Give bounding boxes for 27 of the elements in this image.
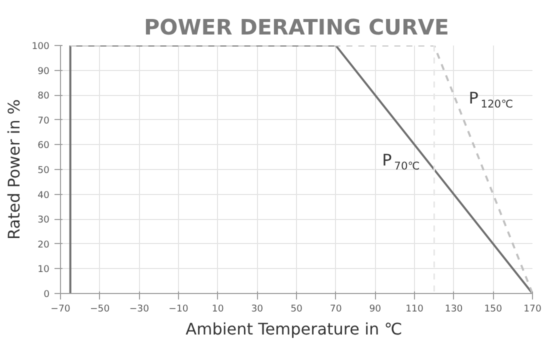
y-tick-label: 90 xyxy=(38,66,50,77)
x-tick-label: 90 xyxy=(369,304,382,314)
y-tick-label: 100 xyxy=(32,41,50,52)
y-tick-label: 0 xyxy=(44,289,50,300)
x-tick-label: 110 xyxy=(406,304,424,314)
x-tick-label: 150 xyxy=(484,304,502,314)
x-tick-label: −30 xyxy=(129,304,150,314)
x-tick-label: 130 xyxy=(444,304,463,314)
x-tick-label: 170 xyxy=(524,304,542,314)
y-tick-label: 70 xyxy=(38,115,50,126)
x-tick-label: −10 xyxy=(168,304,188,314)
x-tick-label: 10 xyxy=(212,304,224,314)
y-tick-label: 30 xyxy=(38,214,50,226)
y-axis-title: Rated Power in % xyxy=(4,99,24,240)
chart-title: POWER DERATING CURVE xyxy=(144,16,450,40)
y-tick-label: 80 xyxy=(38,90,50,102)
x-tick-label: −70 xyxy=(50,304,70,314)
x-tick-label: 50 xyxy=(290,304,302,314)
y-tick-label: 10 xyxy=(38,264,50,276)
x-axis-title: Ambient Temperature in ℃ xyxy=(186,320,402,338)
y-tick-label: 40 xyxy=(38,190,50,201)
y-tick-label: 50 xyxy=(38,165,50,176)
y-tick-label: 20 xyxy=(38,239,50,250)
x-tick-label: −50 xyxy=(90,304,110,314)
x-tick-label: 30 xyxy=(251,304,264,314)
x-tick-label: 70 xyxy=(330,304,342,314)
y-tick-label: 60 xyxy=(38,140,50,152)
